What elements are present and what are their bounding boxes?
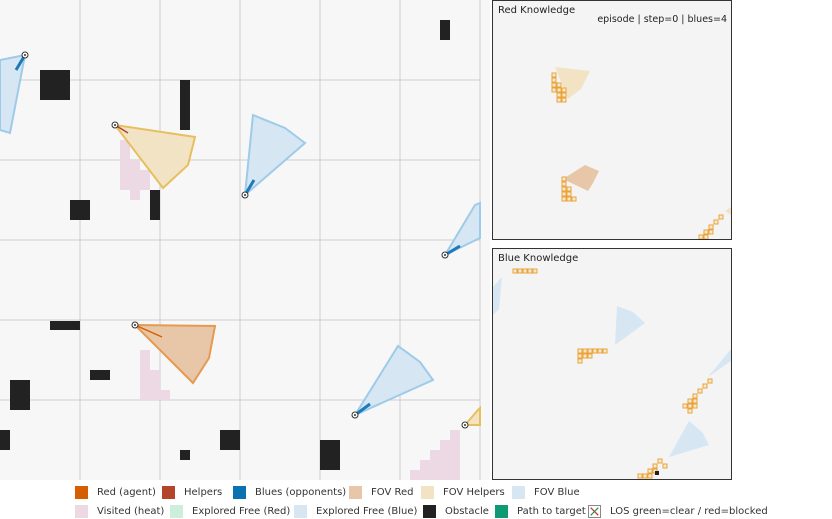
legend-item-fov-helpers: FOV Helpers [421, 485, 505, 499]
swatch-icon [75, 504, 88, 518]
x-cross-icon [588, 504, 601, 518]
swatch-icon [75, 485, 88, 499]
legend-item-fov-blue: FOV Blue [512, 485, 580, 499]
blue-knowledge-map [493, 268, 731, 479]
legend-item-path: Path to target [495, 504, 586, 518]
obstacles [0, 20, 450, 470]
swatch-icon [512, 485, 525, 499]
swatch-icon [162, 485, 175, 499]
red-knowledge-map [551, 67, 731, 239]
episode-status: episode | step=0 | blues=4 [597, 14, 727, 25]
legend-item-explored-blue: Explored Free (Blue) [294, 504, 417, 518]
legend-item-red-agent: Red (agent) [75, 485, 156, 499]
fov-cones [0, 53, 481, 426]
swatch-icon [423, 504, 436, 518]
red-knowledge-title: Red Knowledge [498, 5, 576, 16]
swatch-icon [233, 485, 246, 499]
arena-map [0, 0, 481, 480]
legend-item-blues: Blues (opponents) [233, 485, 346, 499]
swatch-icon [170, 504, 183, 518]
fov-blue-cone [352, 344, 435, 418]
visited-heat [120, 140, 460, 480]
legend-item-obstacle: Obstacle [423, 504, 489, 518]
swatch-icon [349, 485, 362, 499]
red-explored-cells [551, 72, 724, 239]
fov-helper-cone [462, 405, 481, 426]
swatch-icon [421, 485, 434, 499]
grid-lines [0, 0, 481, 480]
legend-item-visited: Visited (heat) [75, 504, 164, 518]
legend: Red (agent) Helpers Blues (opponents) FO… [0, 482, 832, 519]
swatch-icon [294, 504, 307, 518]
legend-item-fov-red: FOV Red [349, 485, 413, 499]
blue-knowledge-title: Blue Knowledge [498, 253, 579, 264]
fov-blue-cone [243, 113, 307, 198]
fov-blue-cone [0, 53, 27, 135]
legend-item-los: LOS green=clear / red=blocked [588, 504, 768, 518]
blue-explored-cells [512, 268, 713, 479]
red-knowledge-panel: Red Knowledge episode | step=0 | blues=4 [492, 0, 732, 240]
fov-helper-cone [112, 123, 197, 190]
legend-item-explored-red: Explored Free (Red) [170, 504, 290, 518]
fov-red-cone [132, 323, 217, 385]
agents [14, 51, 469, 429]
fov-blue-cone [442, 201, 481, 258]
blue-knowledge-panel: Blue Knowledge [492, 248, 732, 480]
legend-item-helpers: Helpers [162, 485, 222, 499]
swatch-icon [495, 504, 508, 518]
